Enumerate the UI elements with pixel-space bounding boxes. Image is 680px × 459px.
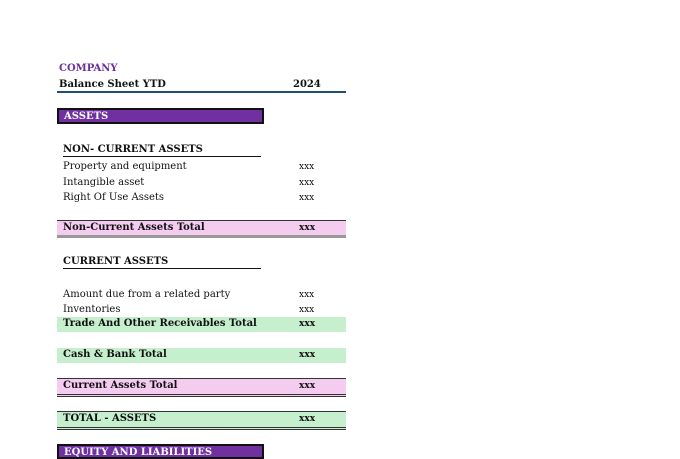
- receivables-total-row: Trade And Other Receivables Total xxx: [57, 317, 346, 332]
- sheet-header: Balance Sheet YTD 2024: [57, 78, 346, 93]
- total-label: TOTAL - ASSETS: [63, 413, 157, 424]
- line-item-label: Intangible asset: [63, 177, 145, 188]
- current-heading: CURRENT ASSETS: [63, 256, 261, 269]
- line-item-label: Right Of Use Assets: [63, 192, 165, 203]
- line-item-label: Amount due from a related party: [63, 289, 231, 300]
- total-value: xxx: [299, 414, 316, 424]
- line-item-value: xxx: [299, 290, 315, 300]
- total-value: xxx: [299, 223, 316, 233]
- sheet-year: 2024: [293, 79, 321, 90]
- line-item-label: Inventories: [63, 304, 121, 315]
- total-assets-row: TOTAL - ASSETS xxx: [57, 411, 346, 430]
- total-label: Trade And Other Receivables Total: [63, 318, 257, 329]
- assets-banner: ASSETS: [57, 108, 264, 124]
- line-item-value: xxx: [299, 178, 315, 188]
- company-name: COMPANY: [59, 63, 118, 74]
- total-value: xxx: [299, 381, 316, 391]
- line-item-value: xxx: [299, 193, 315, 203]
- line-item-label: Property and equipment: [63, 161, 187, 172]
- total-value: xxx: [299, 319, 316, 329]
- total-label: Non-Current Assets Total: [63, 222, 205, 233]
- cash-total-row: Cash & Bank Total xxx: [57, 348, 346, 363]
- line-item-value: xxx: [299, 305, 315, 315]
- equity-liabilities-banner: EQUITY AND LIABILITIES: [57, 444, 264, 459]
- total-label: Current Assets Total: [63, 380, 178, 391]
- non-current-heading: NON- CURRENT ASSETS: [63, 144, 261, 157]
- sheet-title: Balance Sheet YTD: [59, 79, 166, 90]
- current-assets-total-row: Current Assets Total xxx: [57, 378, 346, 397]
- non-current-total-row: Non-Current Assets Total xxx: [57, 220, 346, 238]
- total-value: xxx: [299, 350, 316, 360]
- line-item-value: xxx: [299, 162, 315, 172]
- total-label: Cash & Bank Total: [63, 349, 167, 360]
